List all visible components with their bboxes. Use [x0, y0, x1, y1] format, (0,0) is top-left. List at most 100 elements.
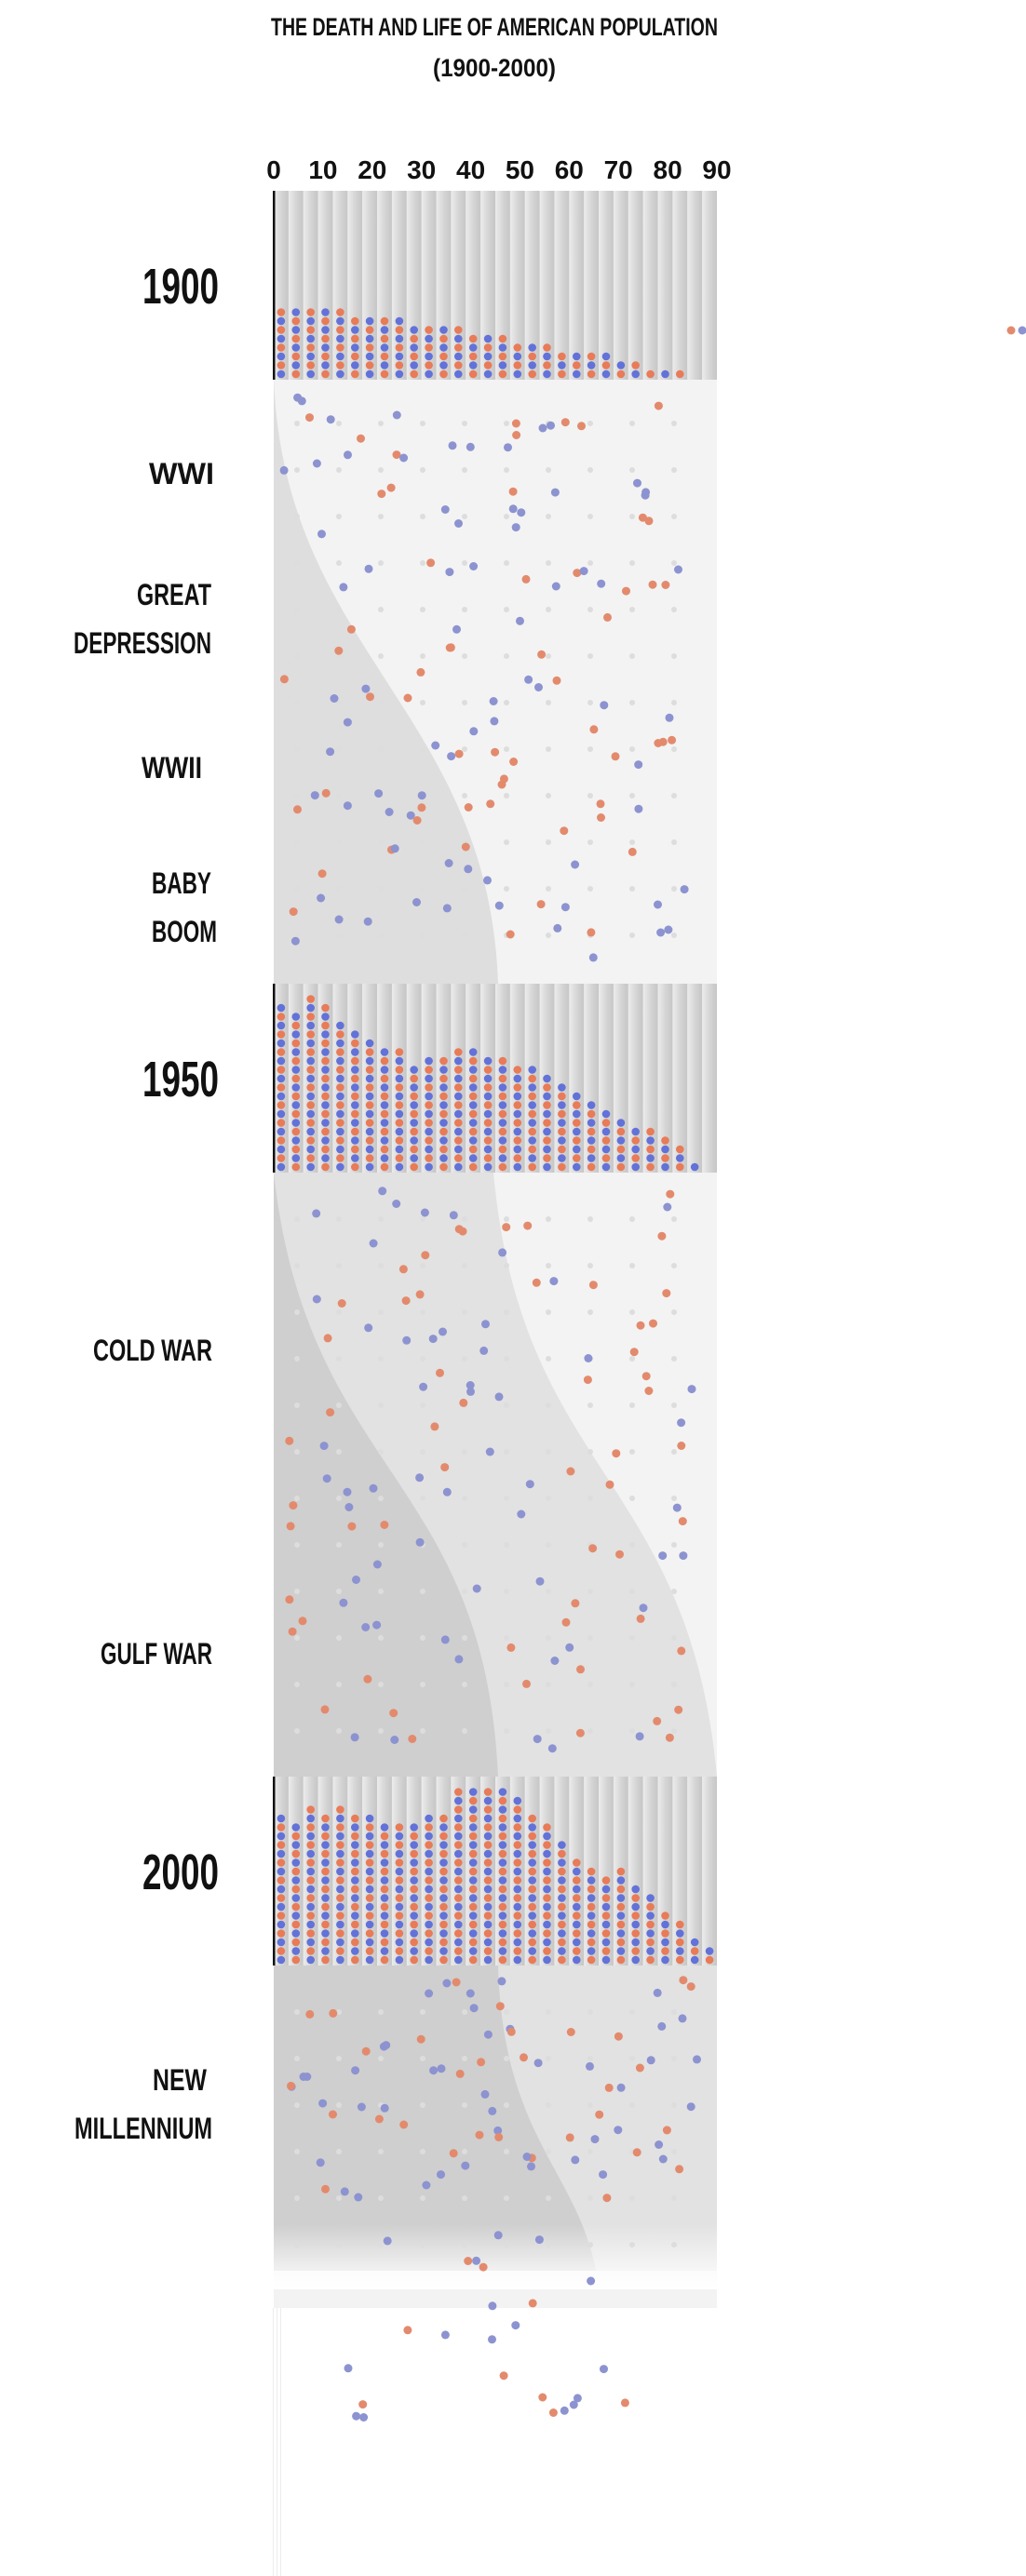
grid-dot	[336, 1309, 342, 1315]
population-dot	[439, 1109, 448, 1119]
transition-dot	[469, 562, 479, 570]
population-dot	[277, 1030, 286, 1039]
grid-dot	[504, 839, 509, 845]
population-dot	[513, 1796, 522, 1805]
population-dot	[291, 1048, 301, 1056]
population-dot	[690, 1955, 699, 1965]
grid-dot	[504, 2009, 509, 2015]
grid-dot	[378, 746, 384, 752]
population-dot	[528, 1894, 536, 1902]
transition-dot	[677, 1646, 686, 1656]
population-dot	[513, 369, 522, 379]
population-dot	[528, 1947, 536, 1955]
grid-dot	[629, 1216, 635, 1222]
population-dot	[454, 1788, 463, 1796]
transition-dot	[636, 1614, 645, 1623]
population-dot	[454, 334, 463, 343]
population-dot	[468, 1066, 478, 1074]
population-dot	[365, 1127, 374, 1136]
transition-dot	[566, 1467, 575, 1476]
population-dot	[528, 343, 536, 352]
transition-dot	[509, 758, 519, 766]
transition-dot	[361, 1623, 371, 1631]
transition-dot	[488, 2106, 497, 2115]
transition-dot	[634, 760, 643, 770]
column-stripe	[377, 191, 392, 380]
transition-dot	[449, 1211, 458, 1220]
transition-dot	[369, 1483, 378, 1493]
population-dot	[631, 1885, 640, 1894]
population-dot	[513, 1145, 522, 1154]
population-dot	[543, 1074, 551, 1083]
population-dot	[351, 343, 359, 352]
grid-dot	[336, 793, 342, 798]
grid-dot	[504, 2242, 509, 2247]
population-dot	[321, 1127, 330, 1136]
transition-dot	[590, 2135, 600, 2144]
population-dot	[631, 1894, 640, 1902]
transition-dot	[318, 2099, 328, 2108]
population-dot	[528, 1109, 536, 1119]
column-stripe	[288, 191, 304, 380]
column-stripe	[509, 191, 525, 380]
population-dot	[306, 308, 316, 316]
transition-dot	[560, 903, 570, 912]
population-dot	[468, 1056, 478, 1066]
grid-dot	[420, 1216, 425, 1222]
population-dot	[513, 1083, 522, 1092]
population-dot	[321, 1083, 330, 1092]
grid-dot	[671, 1449, 677, 1455]
population-dot	[483, 1109, 493, 1119]
transition-dot	[629, 1348, 639, 1357]
transition-dot	[533, 1735, 542, 1744]
population-dot	[543, 361, 551, 369]
population-dot	[291, 1127, 301, 1136]
population-dot	[351, 1867, 359, 1876]
grid-dot	[671, 700, 677, 705]
population-dot	[425, 343, 433, 352]
transition-dot	[305, 413, 314, 423]
transition-dot	[374, 2114, 384, 2124]
grid-dot	[671, 2102, 677, 2108]
transition-dot	[326, 1408, 335, 1417]
grid-dot	[294, 1309, 300, 1315]
population-dot	[336, 1920, 344, 1929]
grid-dot	[378, 2009, 384, 2015]
population-dot	[543, 1119, 551, 1127]
population-dot	[498, 1162, 507, 1172]
population-dot	[395, 1841, 404, 1849]
column-stripe	[613, 191, 628, 380]
population-dot	[351, 1894, 359, 1902]
grid-dot	[336, 1635, 342, 1641]
grid-dot	[294, 1496, 300, 1501]
grid-dot	[462, 2102, 467, 2108]
population-dot	[498, 1074, 507, 1083]
population-dot	[558, 1938, 566, 1947]
population-dot	[425, 352, 433, 361]
population-dot	[365, 343, 374, 352]
population-dot	[380, 1127, 389, 1136]
population-dot	[351, 1938, 359, 1947]
population-dot	[439, 1127, 448, 1136]
grid-dot	[378, 607, 384, 612]
grid-dot	[587, 700, 593, 705]
grid-dot	[629, 839, 635, 845]
population-dot	[601, 1938, 611, 1947]
grid-dot	[504, 2195, 509, 2201]
population-dot	[498, 1101, 507, 1109]
transition-dot	[377, 490, 386, 499]
population-dot	[528, 1814, 536, 1823]
population-dot	[498, 334, 507, 343]
grid-dot	[462, 1635, 467, 1641]
population-dot	[380, 1955, 389, 1965]
population-dot	[351, 1127, 359, 1136]
transition-dot	[644, 1387, 654, 1395]
population-dot	[336, 334, 344, 343]
transition-dot	[602, 2194, 612, 2203]
year-label-1900: 1900	[142, 259, 219, 315]
population-dot	[543, 1101, 551, 1109]
population-dot	[439, 361, 448, 369]
grid-dot	[546, 793, 551, 798]
population-dot	[365, 1074, 374, 1083]
transition-dot	[641, 1372, 651, 1381]
